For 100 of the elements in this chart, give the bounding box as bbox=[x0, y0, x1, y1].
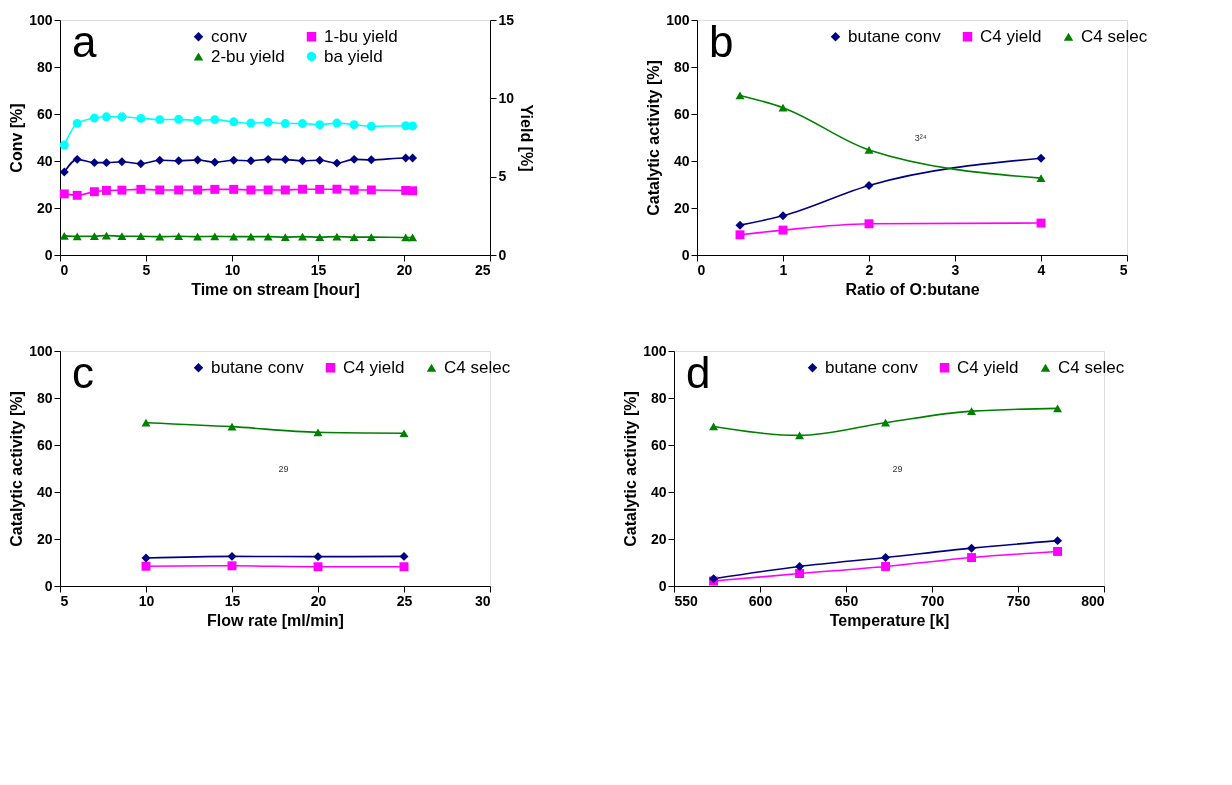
y2-tick-label: 5 bbox=[498, 168, 507, 185]
point bbox=[117, 157, 127, 167]
x-axis-title: Flow rate [ml/min] bbox=[207, 611, 344, 629]
point bbox=[89, 158, 99, 168]
point bbox=[332, 184, 342, 194]
point bbox=[349, 233, 359, 242]
point bbox=[778, 225, 788, 235]
point bbox=[210, 184, 220, 194]
point bbox=[280, 233, 290, 242]
legend-label: C4 selec bbox=[1081, 26, 1148, 46]
point bbox=[263, 185, 273, 195]
point bbox=[72, 190, 82, 200]
point bbox=[864, 146, 874, 154]
x-tick-label: 10 bbox=[224, 261, 241, 278]
y-tick-label: 100 bbox=[29, 11, 53, 28]
point bbox=[193, 155, 203, 165]
point bbox=[246, 156, 256, 166]
annotation: 29 bbox=[278, 463, 289, 474]
point bbox=[136, 113, 146, 123]
x-tick-label: 10 bbox=[138, 592, 155, 609]
x-tick-label: 20 bbox=[310, 592, 327, 609]
point bbox=[735, 91, 745, 100]
x-tick-label: 650 bbox=[834, 592, 859, 609]
point bbox=[778, 211, 788, 221]
x-axis-title: Temperature [k] bbox=[829, 611, 950, 629]
y-tick-label: 100 bbox=[643, 342, 667, 359]
point bbox=[193, 232, 203, 241]
x-tick-label: 30 bbox=[474, 592, 491, 609]
point bbox=[72, 232, 82, 241]
point bbox=[298, 119, 307, 129]
x-tick-label: 15 bbox=[310, 261, 327, 278]
legend-label: C4 yield bbox=[343, 357, 405, 377]
point bbox=[366, 155, 376, 165]
x-tick-label: 700 bbox=[920, 592, 945, 609]
y-tick-label: 40 bbox=[650, 483, 667, 500]
y-tick-label: 80 bbox=[673, 58, 690, 75]
point bbox=[72, 118, 82, 128]
point bbox=[136, 232, 146, 241]
y-tick-label: 80 bbox=[36, 58, 53, 75]
point bbox=[246, 232, 256, 241]
point bbox=[298, 184, 307, 194]
point bbox=[193, 115, 203, 125]
point bbox=[315, 184, 325, 194]
x-tick-label: 3 bbox=[951, 261, 960, 278]
point bbox=[136, 184, 146, 194]
point bbox=[89, 232, 99, 241]
point bbox=[210, 157, 220, 167]
point bbox=[227, 561, 237, 571]
point bbox=[263, 232, 273, 241]
chart-title: b bbox=[709, 17, 734, 66]
point bbox=[280, 185, 290, 195]
point bbox=[313, 428, 323, 437]
point bbox=[399, 551, 409, 561]
y-tick-label: 0 bbox=[658, 577, 667, 594]
point bbox=[401, 121, 411, 131]
x-tick-label: 5 bbox=[1119, 261, 1128, 278]
point bbox=[1036, 153, 1046, 163]
point bbox=[408, 153, 418, 163]
point bbox=[155, 155, 165, 165]
point bbox=[864, 180, 874, 190]
point bbox=[210, 115, 220, 125]
legend-label: butane conv bbox=[825, 357, 919, 377]
point bbox=[59, 140, 69, 150]
legend-label: C4 selec bbox=[1058, 357, 1125, 377]
point bbox=[59, 167, 69, 177]
x-axis-title: Time on stream [hour] bbox=[191, 280, 360, 298]
point bbox=[263, 117, 273, 127]
y-tick-label: 80 bbox=[36, 389, 53, 406]
point bbox=[89, 113, 99, 123]
point bbox=[227, 551, 237, 561]
x-tick-label: 1 bbox=[779, 261, 788, 278]
x-tick-label: 0 bbox=[697, 261, 706, 278]
y2-tick-label: 0 bbox=[498, 246, 507, 263]
chart-title: d bbox=[686, 348, 711, 397]
point bbox=[246, 185, 256, 195]
point bbox=[136, 159, 146, 169]
y-axis-title: Catalytic activity [%] bbox=[645, 60, 663, 216]
y2-tick-label: 10 bbox=[498, 89, 515, 106]
y-axis-title: Conv [%] bbox=[8, 103, 26, 173]
point bbox=[155, 115, 165, 125]
y-tick-label: 60 bbox=[36, 105, 53, 122]
y-tick-label: 0 bbox=[44, 577, 53, 594]
y-tick-label: 60 bbox=[673, 105, 690, 122]
legend-label: butane conv bbox=[211, 357, 305, 377]
point bbox=[315, 233, 325, 242]
point bbox=[401, 233, 411, 242]
y-tick-label: 40 bbox=[36, 152, 53, 169]
point bbox=[174, 114, 184, 124]
point bbox=[735, 230, 745, 240]
y2-tick-label: 15 bbox=[498, 11, 515, 28]
point bbox=[229, 184, 239, 194]
point bbox=[89, 187, 99, 197]
x-tick-label: 4 bbox=[1037, 261, 1046, 278]
x-tick-label: 750 bbox=[1006, 592, 1031, 609]
y-axis-title: Catalytic activity [%] bbox=[622, 391, 640, 547]
point bbox=[101, 158, 111, 168]
point bbox=[366, 121, 376, 131]
annotation: 3²⁴ bbox=[914, 132, 927, 143]
point bbox=[59, 232, 69, 240]
x-tick-label: 20 bbox=[396, 261, 413, 278]
